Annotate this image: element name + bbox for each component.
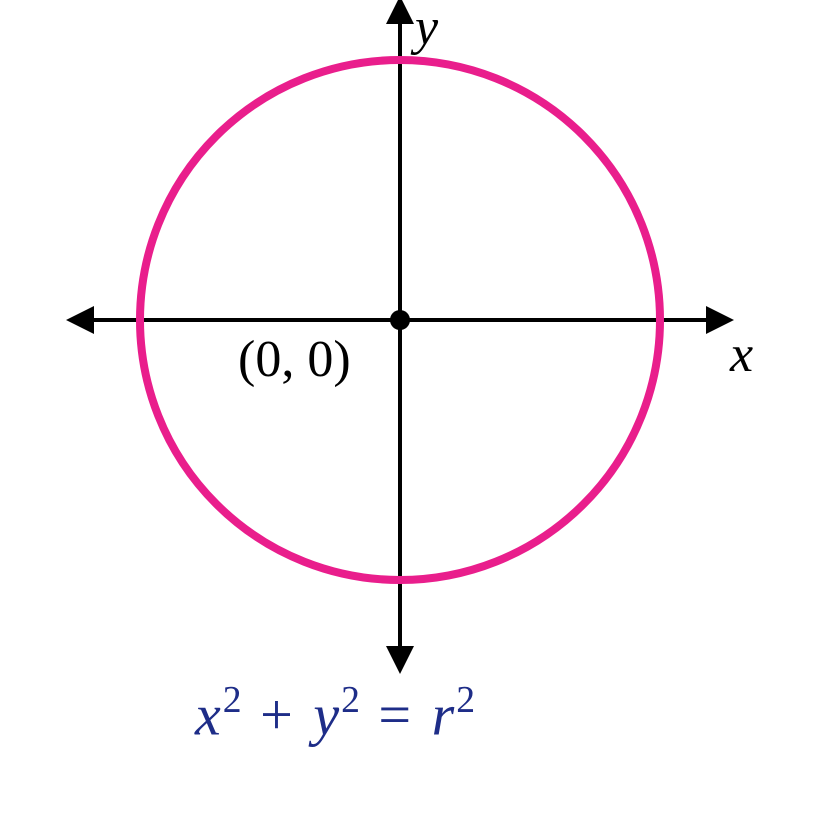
x-axis-label: x (730, 325, 753, 384)
equation-x: x (195, 682, 221, 747)
diagram-container: y x (0, 0) x2 + y2 = r2 (0, 0, 828, 828)
origin-label: (0, 0) (238, 330, 351, 389)
circle-equation: x2 + y2 = r2 (195, 680, 473, 748)
equation-y: y (313, 682, 339, 747)
y-axis-label: y (415, 0, 438, 57)
equation-sup3: 2 (456, 679, 475, 721)
equation-plus: + (254, 682, 299, 747)
equation-eq: = (372, 682, 417, 747)
equation-sup2: 2 (341, 679, 360, 721)
equation-sup1: 2 (223, 679, 242, 721)
equation-r: r (432, 682, 455, 747)
origin-point (390, 310, 410, 330)
